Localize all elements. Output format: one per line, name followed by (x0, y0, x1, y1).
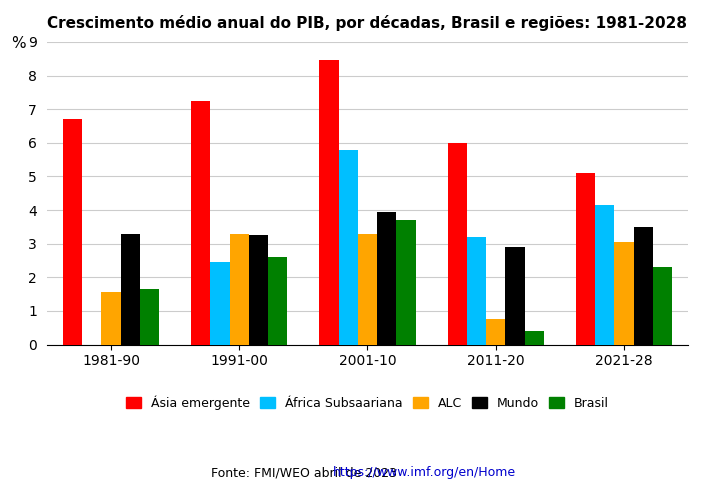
Bar (63, 119, 82, 345)
Bar (377, 212, 396, 345)
Bar (396, 220, 415, 345)
Bar (319, 60, 339, 345)
Bar (339, 149, 358, 345)
Bar (191, 101, 210, 345)
Bar (467, 237, 486, 345)
Bar (230, 234, 249, 345)
Bar (358, 234, 377, 345)
Bar (486, 320, 505, 345)
Bar (249, 235, 268, 345)
Bar (210, 262, 230, 345)
Bar (448, 143, 467, 345)
Bar (120, 234, 140, 345)
Text: https://www.imf.org/en/Home: https://www.imf.org/en/Home (333, 466, 516, 479)
Bar (140, 289, 159, 345)
Bar (653, 267, 672, 345)
Bar (576, 173, 595, 345)
Legend: Ásia emergente, África Subsaariana, ALC, Mundo, Brasil: Ásia emergente, África Subsaariana, ALC,… (121, 390, 614, 415)
Y-axis label: %: % (11, 36, 25, 51)
Text: Fonte: FMI/WEO abril de 2023: Fonte: FMI/WEO abril de 2023 (211, 466, 401, 479)
Bar (505, 247, 524, 345)
Bar (595, 205, 614, 345)
Bar (101, 293, 120, 345)
Bar (268, 257, 288, 345)
Bar (633, 227, 653, 345)
Bar (524, 331, 543, 345)
Title: Crescimento médio anual do PIB, por décadas, Brasil e regiões: 1981-2028: Crescimento médio anual do PIB, por déca… (47, 15, 688, 31)
Bar (614, 242, 633, 345)
